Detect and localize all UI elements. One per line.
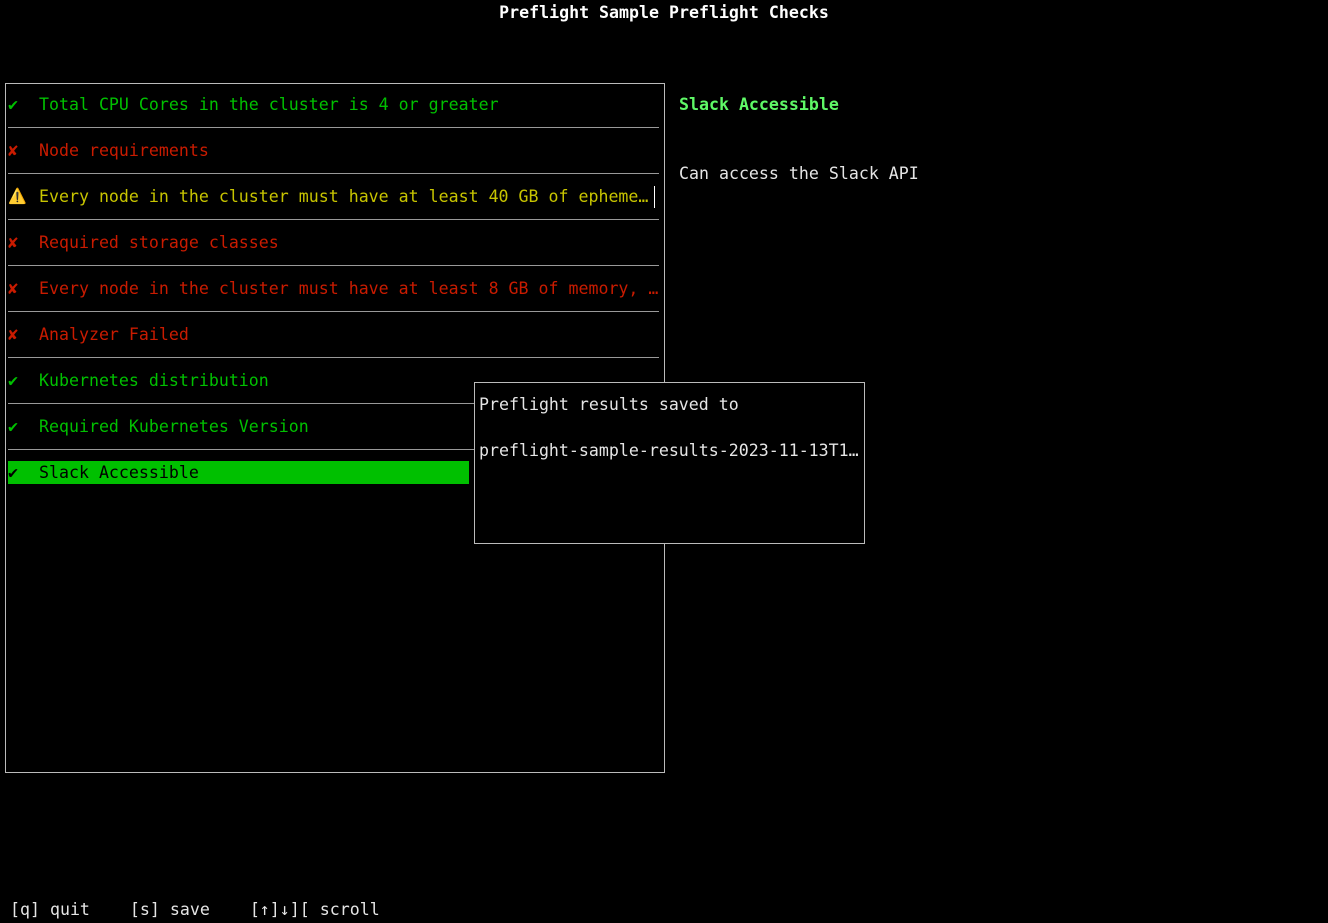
check-icon: ✔	[8, 95, 18, 114]
row-divider	[8, 127, 659, 128]
check-label: Analyzer Failed	[39, 325, 189, 344]
scroll-hint[interactable]: [↑]↓][ scroll	[249, 900, 380, 919]
check-label: Kubernetes distribution	[39, 371, 269, 390]
cross-icon: ✘	[8, 233, 18, 252]
check-label: Required Kubernetes Version	[39, 417, 309, 436]
quit-hint[interactable]: [q] quit	[10, 900, 90, 919]
check-row[interactable]: ✔ Required Kubernetes Version	[8, 415, 659, 438]
check-row[interactable]: ⚠️ Every node in the cluster must have at…	[8, 185, 659, 208]
cross-icon: ✘	[8, 325, 18, 344]
check-label: Every node in the cluster must have at l…	[39, 187, 649, 206]
row-divider	[8, 219, 659, 220]
check-icon: ✔	[8, 371, 18, 390]
row-divider	[8, 449, 659, 450]
check-row[interactable]: ✘ Every node in the cluster must have at …	[8, 277, 659, 300]
detail-title: Slack Accessible	[679, 95, 839, 114]
check-icon: ✔	[8, 463, 18, 482]
app-title: Preflight Sample Preflight Checks	[499, 3, 829, 22]
row-divider	[8, 403, 659, 404]
check-label: Required storage classes	[39, 233, 279, 252]
popup-message: Preflight results saved to	[479, 395, 739, 414]
detail-description: Can access the Slack API	[679, 164, 919, 183]
check-row[interactable]: ✘ Analyzer Failed	[8, 323, 659, 346]
check-label: Total CPU Cores in the cluster is 4 or g…	[39, 95, 499, 114]
check-row[interactable]: ✔ Kubernetes distribution	[8, 369, 659, 392]
popup-filename: preflight-sample-results-2023-11-13T1…	[479, 441, 859, 460]
cross-icon: ✘	[8, 279, 18, 298]
check-row[interactable]: ✔ Slack Accessible	[8, 461, 469, 484]
row-divider	[8, 311, 659, 312]
row-divider	[8, 173, 659, 174]
warning-icon: ⚠️	[8, 187, 27, 205]
check-row[interactable]: ✘ Required storage classes	[8, 231, 659, 254]
key-help-bar: [q] quit [s] save [↑]↓][ scroll	[10, 898, 380, 921]
check-row[interactable]: ✔ Total CPU Cores in the cluster is 4 or …	[8, 93, 659, 116]
text-cursor	[654, 186, 655, 208]
cross-icon: ✘	[8, 141, 18, 160]
check-label: Slack Accessible	[39, 463, 199, 482]
row-divider	[8, 265, 659, 266]
check-row[interactable]: ✘ Node requirements	[8, 139, 659, 162]
check-label: Node requirements	[39, 141, 209, 160]
row-divider	[8, 357, 659, 358]
save-hint[interactable]: [s] save	[129, 900, 210, 919]
save-results-dialog: Preflight results saved to preflight-sam…	[474, 382, 865, 544]
check-icon: ✔	[8, 417, 18, 436]
check-label: Every node in the cluster must have at l…	[39, 279, 659, 298]
